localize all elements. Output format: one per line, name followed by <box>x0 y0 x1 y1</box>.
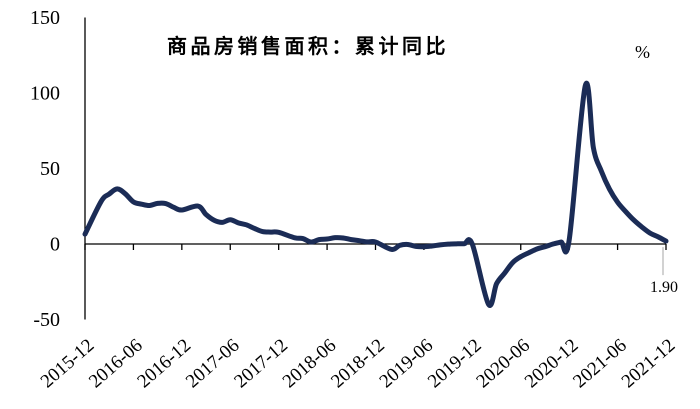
x-tick-label: 2016-06 <box>85 335 147 392</box>
x-tick-label: 2017-12 <box>230 335 292 392</box>
x-tick-label: 2018-12 <box>327 335 389 392</box>
y-tick-label: 50 <box>40 158 60 180</box>
y-tick-label: -50 <box>33 309 60 331</box>
y-tick-label: 100 <box>30 83 60 105</box>
y-axis-unit-label: % <box>635 42 650 62</box>
series-line <box>82 80 669 308</box>
x-tick-label: 2016-12 <box>134 335 196 392</box>
x-tick-label: 2018-06 <box>279 335 341 392</box>
x-tick-label: 2015-12 <box>37 335 99 392</box>
x-tick-label: 2019-12 <box>424 335 486 392</box>
x-tick-label: 2019-06 <box>376 335 438 392</box>
y-tick-label: 150 <box>30 7 60 29</box>
x-tick-label: 2021-06 <box>569 335 631 392</box>
x-tick-label: 2021-12 <box>618 335 680 392</box>
y-tick-label: 0 <box>50 234 60 256</box>
end-value-label: 1.90 <box>650 279 678 296</box>
chart-title: 商品房销售面积：累计同比 <box>167 36 449 58</box>
x-tick-label: 2017-06 <box>182 335 244 392</box>
x-tick-label: 2020-06 <box>472 335 534 392</box>
x-tick-label: 2020-12 <box>521 335 583 392</box>
